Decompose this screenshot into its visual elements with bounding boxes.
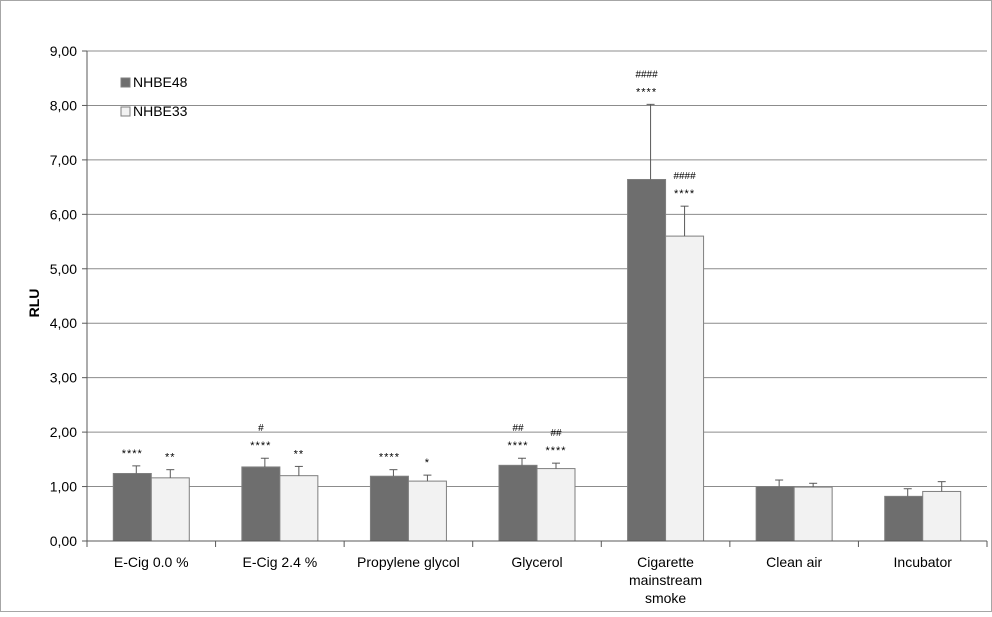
bar — [922, 490, 962, 542]
x-tick-label: Incubator — [894, 554, 953, 570]
significance-stars: **** — [636, 86, 657, 98]
significance-annotations: ********#********##****####** *******##**… — [122, 69, 696, 469]
bar — [369, 475, 409, 542]
legend-label: NHBE48 — [133, 74, 188, 90]
y-tick-label: 9,00 — [50, 43, 77, 59]
y-tick-label: 0,00 — [50, 533, 77, 549]
bar — [498, 464, 538, 542]
significance-stars: **** — [379, 452, 400, 464]
bar — [536, 468, 576, 542]
x-axis — [82, 50, 988, 547]
significance-stars: ** — [294, 448, 305, 460]
x-tick-label: E-Cig 0.0 % — [114, 554, 189, 570]
y-tick-label: 4,00 — [50, 315, 77, 331]
bar — [665, 235, 705, 542]
x-tick-label: mainstream — [629, 572, 702, 588]
legend: NHBE48 NHBE33 — [120, 74, 188, 119]
bar — [884, 495, 924, 542]
significance-stars: ** — [165, 452, 176, 464]
y-tick-label: 2,00 — [50, 424, 77, 440]
x-tick-label: E-Cig 2.4 % — [243, 554, 318, 570]
significance-hashes: ## — [512, 423, 524, 434]
bar — [627, 178, 667, 542]
x-tick-label: Propylene glycol — [357, 554, 460, 570]
y-tick-label: 7,00 — [50, 152, 77, 168]
significance-stars: **** — [545, 445, 566, 457]
x-tick-label: Clean air — [766, 554, 822, 570]
y-tick-label: 6,00 — [50, 206, 77, 222]
y-axis-label: RLU — [26, 289, 42, 318]
bar — [407, 480, 447, 542]
x-tick-label: Glycerol — [511, 554, 562, 570]
gridlines — [87, 50, 987, 488]
y-tick-label: 5,00 — [50, 261, 77, 277]
bar — [279, 475, 319, 542]
bars — [112, 178, 962, 542]
bar — [793, 486, 833, 542]
bar — [150, 477, 190, 542]
bar — [112, 472, 152, 542]
significance-stars: **** — [250, 440, 271, 452]
y-tick-label: 8,00 — [50, 97, 77, 113]
error-bars — [132, 103, 946, 497]
significance-stars: **** — [122, 448, 143, 460]
legend-swatch — [120, 77, 131, 88]
bar — [755, 486, 795, 542]
significance-hashes: # — [258, 423, 264, 434]
significance-hashes: ## — [550, 428, 562, 439]
x-axis-labels: E-Cig 0.0 % E-Cig 2.4 % Propylene glycol Gl… — [114, 554, 952, 606]
legend-label: NHBE33 — [133, 103, 188, 119]
significance-hashes: #### — [635, 69, 658, 80]
significance-stars: * — [425, 457, 430, 469]
significance-hashes: #### — [673, 171, 696, 182]
significance-stars: **** — [674, 188, 695, 200]
x-tick-label: smoke — [645, 590, 686, 606]
y-tick-label: 3,00 — [50, 370, 77, 386]
x-tick-label: Cigarette — [637, 554, 694, 570]
bar — [241, 466, 281, 542]
y-tick-label: 1,00 — [50, 479, 77, 495]
significance-stars: **** — [507, 440, 528, 452]
y-axis-ticks: 0,00 1,00 2,00 3,00 4,00 5,00 6,00 7,00 8,00 9,00 — [50, 43, 77, 549]
legend-swatch — [120, 106, 131, 117]
